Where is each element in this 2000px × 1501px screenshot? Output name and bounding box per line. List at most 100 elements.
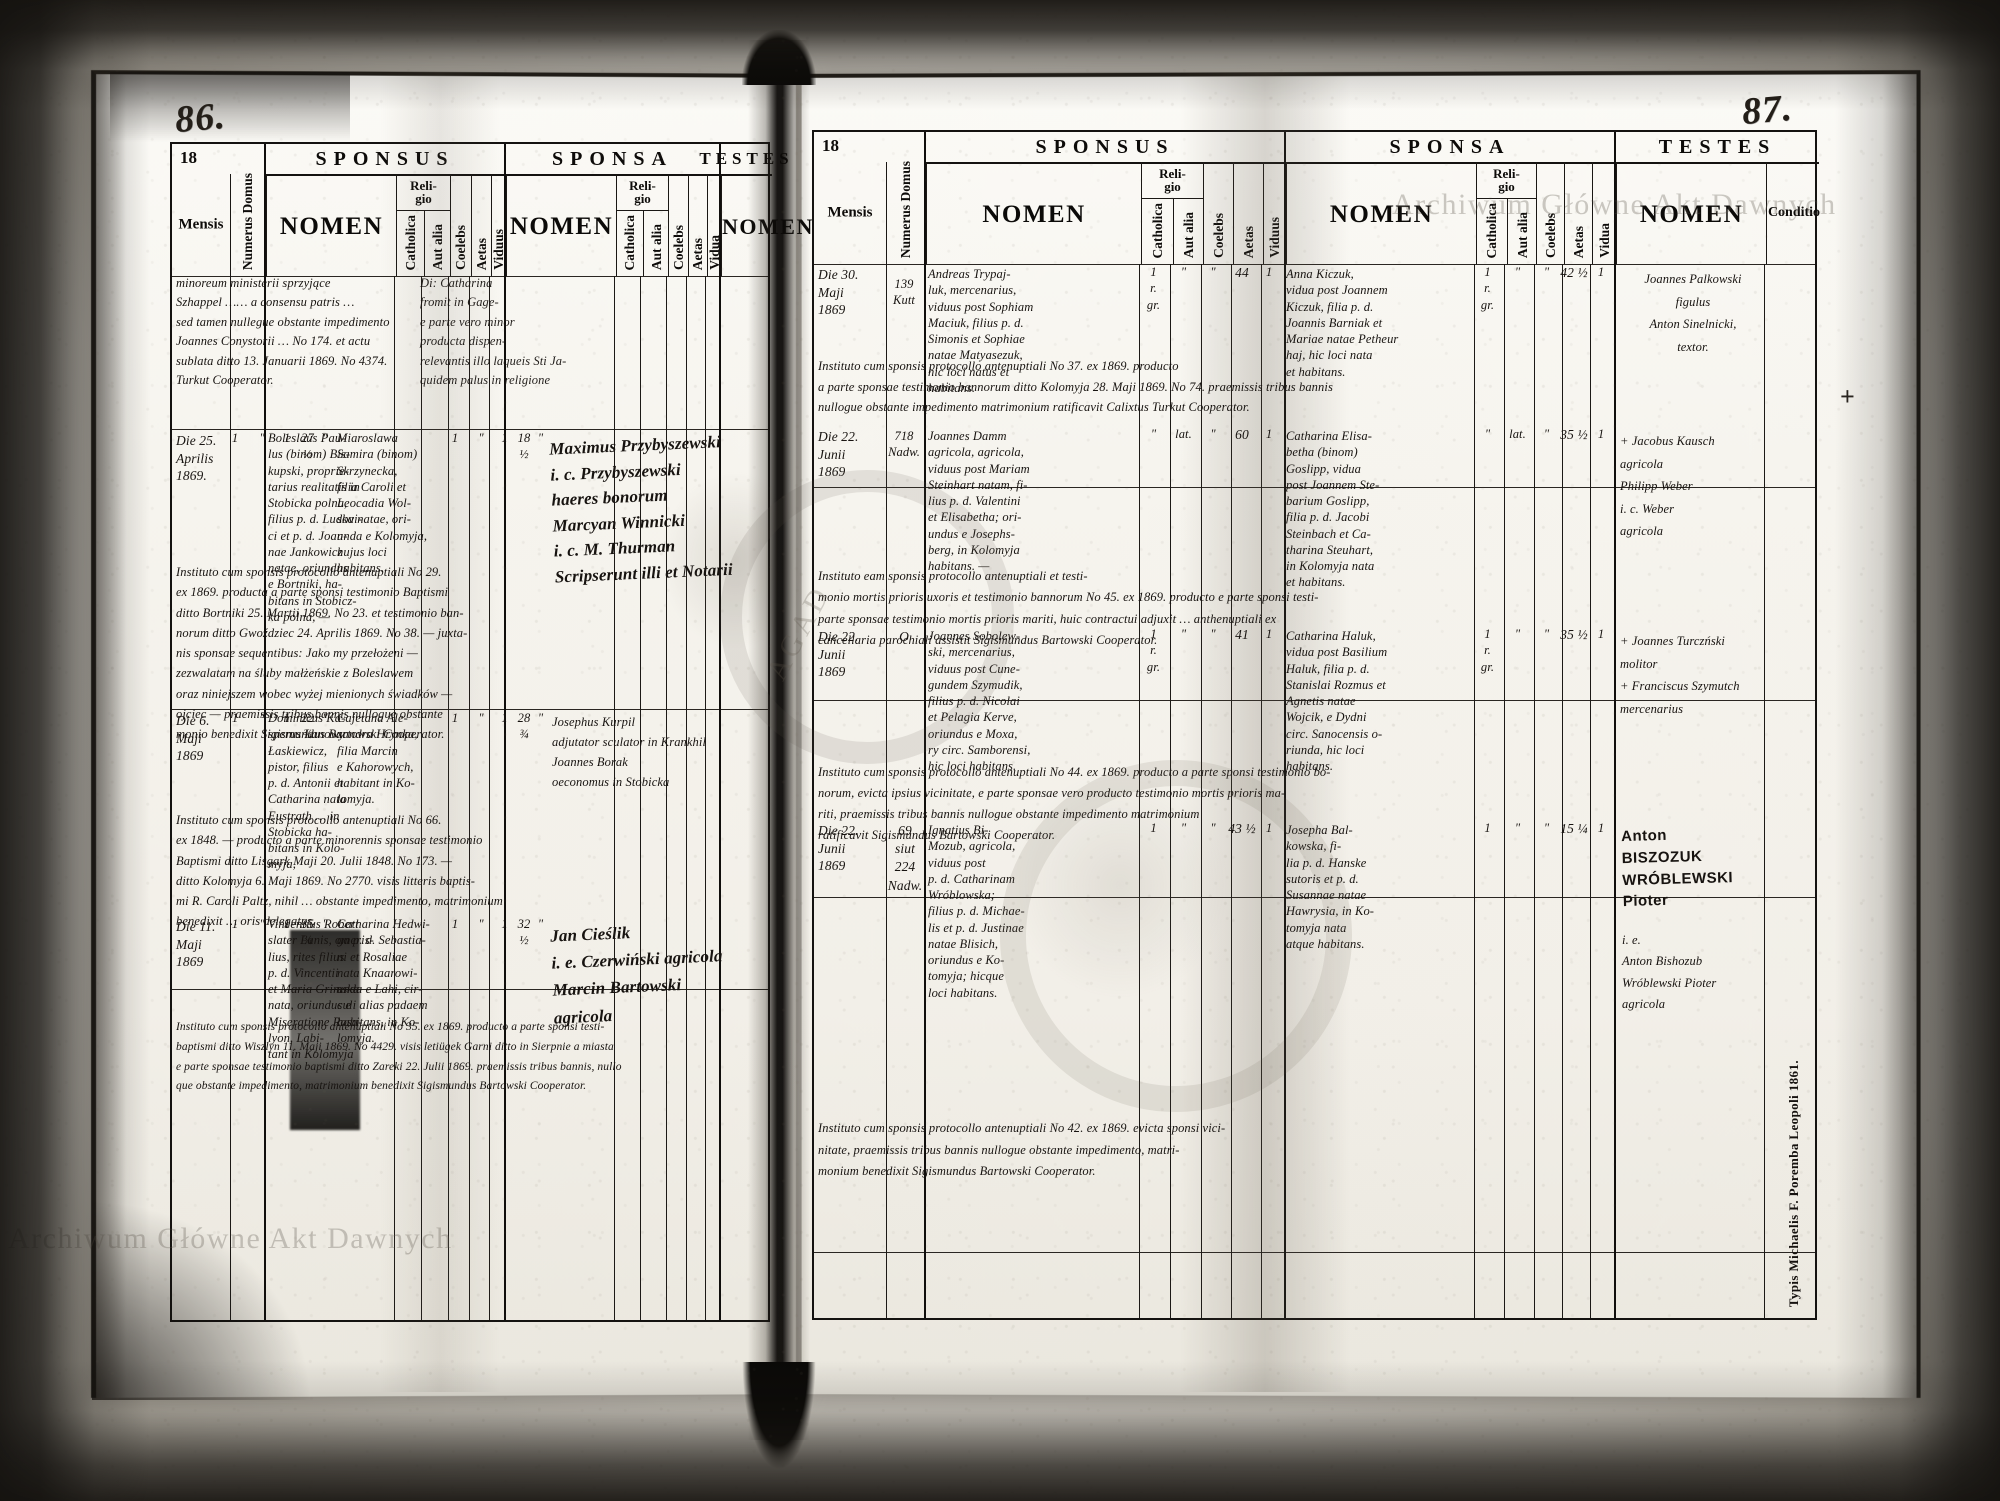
hrule-right-r1: [814, 487, 1815, 488]
record-right-0-sponsa-cath: 1 r. gr.: [1480, 265, 1495, 312]
record-right-3-sponsus-viduus: 1: [1265, 821, 1273, 835]
vrule-right-13: [1590, 264, 1591, 1318]
record-right-2-sponsa-nomen: Catharina Haluk, vidua post Basilium Hal…: [1286, 629, 1388, 773]
record-left-3-sponsus-aetas: 35 ¾: [301, 917, 314, 948]
record-left-2-sponsa-nomen: Cajetana Ale- xandra Hrynka, filia Marci…: [337, 711, 418, 807]
group-testes-left: TESTES NOMEN: [699, 144, 812, 276]
col-sponsus-aetas-label: Aetas: [473, 237, 489, 270]
vrule-right-11: [1534, 264, 1535, 1318]
col-numerus-domus-left: Numerus Domus: [230, 173, 264, 276]
record-right-2-sponsus-alia: ": [1180, 627, 1187, 641]
col-sponsus-nomen-right: NOMEN: [926, 162, 1141, 264]
record-left-1-sponsus-alia: ": [259, 431, 265, 445]
col-numerus-domus-label-right: Numerus Domus: [897, 160, 913, 258]
hrule-right-r3: [814, 897, 1815, 898]
record-left-3-sponsa-cath: 1: [451, 917, 459, 931]
vrule-right-2: [924, 132, 926, 1318]
vrule-right-12: [1562, 264, 1563, 1318]
hrule-left-r1: [172, 429, 768, 430]
record-right-1-sponsa-nomen: Catharina Elisa- betha (binom) Goslipp, …: [1286, 429, 1380, 590]
col-sponsa-nomen-right: NOMEN: [1286, 162, 1476, 264]
record-left-3-sponsus-coelebs: 1: [283, 917, 291, 931]
register-table-right: 18 Mensis Numerus Domus SPONSUS NOMEN Re…: [812, 130, 1820, 1320]
col-sponsus-aetas-label-right: Aetas: [1240, 225, 1256, 258]
group-sponsus-right: SPONSUS NOMEN Reli- gio Catholica Aut al…: [924, 132, 1284, 264]
record-left-1-sponsa-coelebs: 1: [501, 431, 508, 445]
record-left-1-sponsus-cath: 1: [231, 431, 239, 445]
record-right-3-sponsus-coelebs: ": [1210, 821, 1216, 835]
record-right-0-sponsa-nomen: Anna Kiczuk, vidua post Joannem Kiczuk, …: [1286, 267, 1399, 379]
col-testes-nomen-label-right: NOMEN: [1639, 201, 1744, 229]
record-right-1-sponsa-coelebs: ": [1543, 427, 1550, 441]
record-right-3-sponsa-aetas: 15 ¼: [1560, 821, 1588, 836]
col-sponsus-coelebs-left: Coelebs: [450, 174, 471, 276]
col-sponsa-vidua-right: Vidua: [1592, 162, 1616, 264]
vrule-right-9: [1474, 264, 1475, 1318]
religio-line2: gio: [1164, 179, 1181, 194]
col-sponsa-catholica-label: Catholica: [622, 214, 637, 271]
religio-line1: Reli-: [1159, 166, 1186, 181]
group-testes-right: TESTES NOMEN Conditio: [1614, 132, 1820, 264]
col-sponsa-nomen-left: NOMEN: [506, 174, 616, 276]
hrule-left-r3: [172, 989, 768, 990]
record-left-3-sponsa-alia: ": [478, 917, 484, 931]
col-sponsa-aetas-label-right: Aetas: [1570, 225, 1586, 258]
record-left-3-testes: Jan Cieślik i. e. Czerwiński agricola Ma…: [549, 923, 723, 1028]
col-numerus-domus-right: Numerus Domus: [886, 160, 924, 264]
record-right-1-sponsus-aetas: 60: [1235, 427, 1249, 442]
vrule-left-6: [469, 276, 470, 1320]
record-right-0-note: Instituto cum sponsis protocollo antenup…: [818, 359, 1333, 415]
record-left-2-sponsa-aetas: 28 ¾: [517, 711, 531, 742]
record-right-2-testes: + Joannes Turczński molitor + Franciscus…: [1620, 634, 1740, 716]
col-sponsa-catholica-label-right: Catholica: [1484, 202, 1499, 259]
col-sponsa-aut-alia-left: Aut alia: [643, 210, 669, 276]
record-left-2-sponsus-alia: ": [259, 711, 265, 725]
record-right-3-sponsus-alia: ": [1180, 821, 1187, 835]
vrule-left-5: [448, 276, 449, 1320]
vrule-left-2: [264, 144, 266, 1320]
col-sponsus-catholica-right: Catholica: [1142, 198, 1173, 264]
record-right-0-sponsus-coelebs: ": [1210, 265, 1216, 279]
record-left-2-sponsa-coelebs: 1: [501, 711, 508, 725]
vrule-right-6: [1231, 264, 1232, 1318]
record-right-2-numerus-domus: O: [899, 629, 909, 644]
col-sponsus-aut-alia-label: Aut alia: [430, 223, 445, 270]
col-sponsus-nomen-label-right: NOMEN: [982, 201, 1086, 229]
vrule-left-1: [230, 276, 231, 1320]
record-right-3-note: Instituto cum sponsis protocollo antenup…: [818, 1121, 1226, 1178]
col-mensis-left: Mensis: [172, 174, 230, 276]
col-sponsus-catholica-label-right: Catholica: [1149, 202, 1165, 259]
vrule-right-8: [1284, 132, 1286, 1318]
col-sponsa-religio-label: Reli- gio: [617, 174, 668, 211]
vrule-left-12: [686, 276, 687, 1320]
record-left-1-sponsus-aetas: 27 ½: [301, 431, 314, 462]
col-sponsus-aut-alia-label-right: Aut alia: [1181, 211, 1196, 258]
record-right-2-sponsa-vidua: 1: [1597, 627, 1605, 641]
col-sponsa-aetas-label: Aetas: [690, 237, 705, 270]
col-sponsus-viduus-right: Viduus: [1263, 162, 1286, 264]
record-right-2-mensis: Die 22. Junii 1869: [818, 629, 859, 680]
col-sponsus-religio-left: Reli- gio Catholica Aut alia: [396, 174, 450, 276]
header-date-block-right: 18 Mensis Numerus Domus: [814, 132, 924, 264]
record-left-2-note: Instituto cum sponsis protocollo antenup…: [176, 813, 503, 929]
col-sponsa-aetas-right: Aetas: [1564, 162, 1592, 264]
record-right-2-sponsus-viduus: 1: [1265, 627, 1273, 641]
record-left-1-sponsa-aetas: 18 ½: [517, 431, 531, 462]
record-left-2-mensis: Die 6. Maji 1869: [176, 713, 210, 764]
religio-line1: Reli-: [1493, 166, 1520, 181]
year-prefix-left: 18: [180, 148, 197, 167]
vrule-left-13: [705, 276, 706, 1320]
vrule-right-3: [1139, 264, 1140, 1318]
col-sponsus-coelebs-label: Coelebs: [453, 225, 468, 270]
record-left-2-sponsa-alia: ": [478, 711, 484, 725]
margin-cross-mark: +: [1840, 382, 1855, 411]
record-left-1-sponsa-cath: 1: [451, 431, 459, 445]
record-right-2-sponsa-aetas: 35 ½: [1560, 627, 1588, 642]
record-left-3-sponsus-alia: ": [259, 917, 265, 931]
record-left-0-testes: Di: Catharina fromit in Gage- e parte ve…: [420, 276, 567, 387]
group-testes-title-right: TESTES: [1616, 132, 1819, 164]
record-right-3-sponsus-cath: 1: [1150, 821, 1157, 835]
religio-line2: gio: [415, 191, 432, 206]
record-left-2-sponsus-coelebs: 1: [283, 711, 291, 725]
